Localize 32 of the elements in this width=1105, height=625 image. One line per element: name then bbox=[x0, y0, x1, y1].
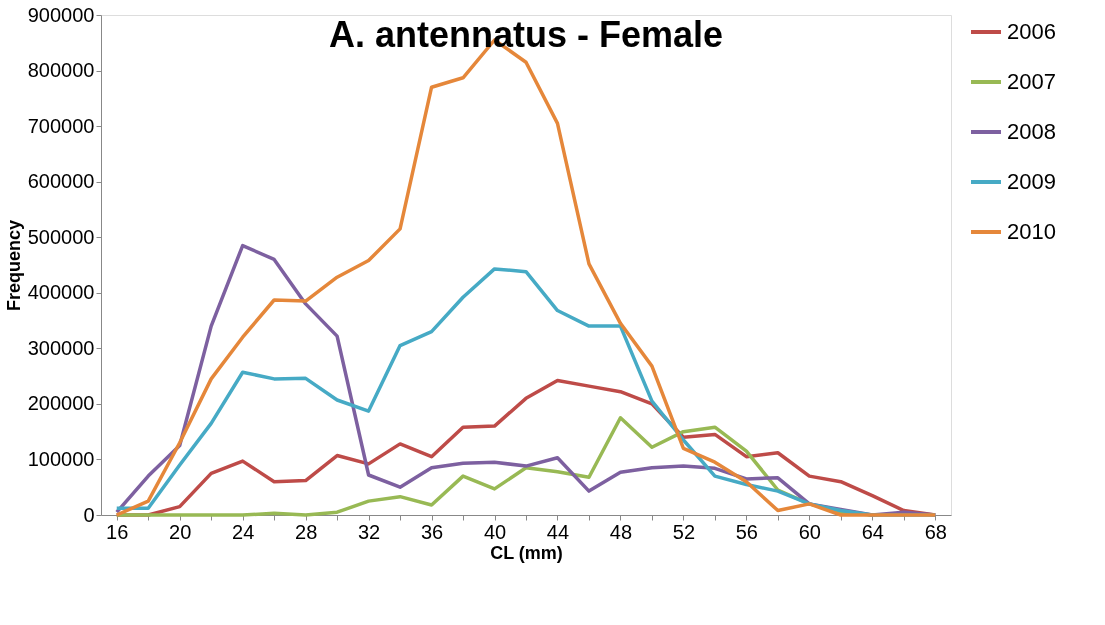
x-tick-label: 32 bbox=[357, 520, 381, 543]
y-tick-label: 700000 bbox=[27, 114, 95, 137]
x-tick-label: 16 bbox=[106, 520, 129, 543]
legend-label: 2007 bbox=[1007, 69, 1056, 94]
x-tick-label: 68 bbox=[924, 520, 947, 543]
y-tick-label: 600000 bbox=[27, 170, 95, 193]
x-tick-label: 20 bbox=[169, 520, 192, 543]
chart-title: A. antennatus - Female bbox=[328, 14, 724, 55]
legend-label: 2006 bbox=[1007, 19, 1056, 44]
y-tick-label: 900000 bbox=[27, 3, 95, 26]
y-tick-label: 0 bbox=[83, 503, 95, 526]
x-tick-label: 64 bbox=[861, 520, 884, 543]
x-tick-label: 40 bbox=[483, 520, 507, 543]
x-tick-label: 24 bbox=[232, 520, 255, 543]
y-tick-label: 400000 bbox=[27, 281, 95, 304]
x-tick-label: 52 bbox=[672, 520, 696, 543]
x-tick-label: 36 bbox=[420, 520, 444, 543]
legend-label: 2008 bbox=[1007, 119, 1056, 144]
x-tick-label: 48 bbox=[609, 520, 633, 543]
y-tick-label: 200000 bbox=[27, 392, 95, 415]
x-tick-label: 56 bbox=[735, 520, 758, 543]
y-axis-title: Frequency bbox=[3, 219, 24, 312]
x-tick-label: 44 bbox=[546, 520, 570, 543]
y-tick-label: 800000 bbox=[27, 59, 95, 82]
x-axis-title: CL (mm) bbox=[490, 542, 563, 563]
y-tick-label: 100000 bbox=[27, 447, 95, 470]
legend-label: 2009 bbox=[1007, 169, 1056, 194]
y-tick-label: 300000 bbox=[27, 336, 95, 359]
legend-label: 2010 bbox=[1007, 219, 1056, 244]
x-tick-label: 28 bbox=[295, 520, 318, 543]
x-tick-label: 60 bbox=[798, 520, 821, 543]
y-tick-label: 500000 bbox=[27, 225, 95, 248]
